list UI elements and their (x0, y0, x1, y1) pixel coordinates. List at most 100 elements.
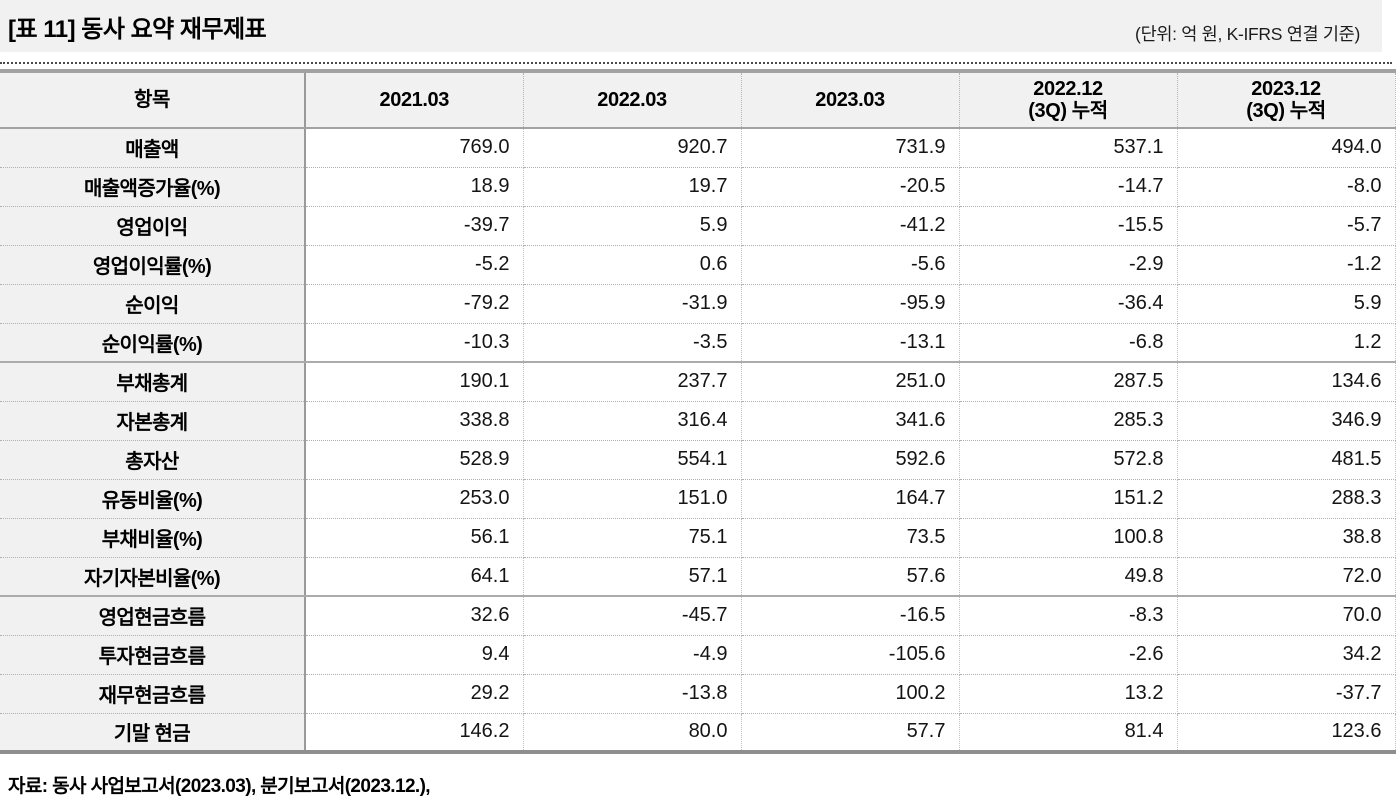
value-cell: 316.4 (523, 401, 742, 441)
column-header-period: 2023.12 (3Q) 누적 (1177, 71, 1396, 129)
table-row: 기말 현금 146.2 80.0 57.7 81.4 123.6 (0, 713, 1396, 752)
row-label-cell: 매출액증가율(%) (0, 167, 306, 207)
value-cell: 100.2 (741, 674, 960, 714)
column-header-period: 2021.03 (305, 71, 524, 129)
financial-summary-table: 항목 2021.03 2022.03 2023.03 2022.12 (3Q) 누적 20… (0, 69, 1396, 754)
table-row: 영업현금흐름 32.6 -45.7 -16.5 -8.3 70.0 (0, 596, 1396, 636)
value-cell: 5.9 (523, 206, 742, 246)
value-cell: -79.2 (305, 284, 524, 324)
value-cell: 237.7 (523, 362, 742, 402)
table-row: 총자산 528.9 554.1 592.6 572.8 481.5 (0, 440, 1396, 480)
value-cell: -36.4 (959, 284, 1178, 324)
row-label-cell: 부채총계 (0, 362, 306, 402)
value-cell: 494.0 (1177, 128, 1396, 168)
value-cell: 5.9 (1177, 284, 1396, 324)
column-header-period: 2022.12 (3Q) 누적 (959, 71, 1178, 129)
value-cell: 146.2 (305, 713, 524, 752)
value-cell: 528.9 (305, 440, 524, 480)
table-row: 유동비율(%) 253.0 151.0 164.7 151.2 288.3 (0, 479, 1396, 519)
value-cell: 592.6 (741, 440, 960, 480)
row-label-cell: 자기자본비율(%) (0, 557, 306, 597)
value-cell: 56.1 (305, 518, 524, 558)
value-cell: 134.6 (1177, 362, 1396, 402)
dotted-divider (0, 62, 1392, 64)
value-cell: 9.4 (305, 635, 524, 675)
row-label-cell: 부채비율(%) (0, 518, 306, 558)
value-cell: 81.4 (959, 713, 1178, 752)
table-row: 자본총계 338.8 316.4 341.6 285.3 346.9 (0, 401, 1396, 441)
value-cell: -6.8 (959, 323, 1178, 363)
value-cell: 338.8 (305, 401, 524, 441)
value-cell: -95.9 (741, 284, 960, 324)
value-cell: 100.8 (959, 518, 1178, 558)
table-row: 매출액 769.0 920.7 731.9 537.1 494.0 (0, 128, 1396, 168)
value-cell: 32.6 (305, 596, 524, 636)
column-header-period: 2023.03 (741, 71, 960, 129)
value-cell: -45.7 (523, 596, 742, 636)
value-cell: -5.7 (1177, 206, 1396, 246)
value-cell: 341.6 (741, 401, 960, 441)
value-cell: 80.0 (523, 713, 742, 752)
table-row: 영업이익률(%) -5.2 0.6 -5.6 -2.9 -1.2 (0, 245, 1396, 285)
table-row: 자기자본비율(%) 64.1 57.1 57.6 49.8 72.0 (0, 557, 1396, 597)
value-cell: -8.0 (1177, 167, 1396, 207)
row-label-cell: 영업현금흐름 (0, 596, 306, 636)
value-cell: 151.2 (959, 479, 1178, 519)
value-cell: 285.3 (959, 401, 1178, 441)
value-cell: -37.7 (1177, 674, 1396, 714)
table-row: 재무현금흐름 29.2 -13.8 100.2 13.2 -37.7 (0, 674, 1396, 714)
value-cell: 64.1 (305, 557, 524, 597)
value-cell: 190.1 (305, 362, 524, 402)
row-label-cell: 순이익 (0, 284, 306, 324)
value-cell: 572.8 (959, 440, 1178, 480)
value-cell: 34.2 (1177, 635, 1396, 675)
value-cell: 920.7 (523, 128, 742, 168)
value-cell: -2.9 (959, 245, 1178, 285)
value-cell: -13.1 (741, 323, 960, 363)
value-cell: 251.0 (741, 362, 960, 402)
value-cell: -5.2 (305, 245, 524, 285)
value-cell: -41.2 (741, 206, 960, 246)
table-body: 매출액 769.0 920.7 731.9 537.1 494.0 매출액증가율(%) 18.… (0, 128, 1396, 752)
row-label-cell: 투자현금흐름 (0, 635, 306, 675)
value-cell: -14.7 (959, 167, 1178, 207)
row-label-cell: 매출액 (0, 128, 306, 168)
row-label-cell: 기말 현금 (0, 713, 306, 752)
value-cell: 481.5 (1177, 440, 1396, 480)
value-cell: 29.2 (305, 674, 524, 714)
value-cell: 731.9 (741, 128, 960, 168)
row-label-cell: 총자산 (0, 440, 306, 480)
value-cell: 0.6 (523, 245, 742, 285)
value-cell: 72.0 (1177, 557, 1396, 597)
value-cell: -3.5 (523, 323, 742, 363)
header-row: 항목 2021.03 2022.03 2023.03 2022.12 (3Q) 누적 20… (0, 71, 1396, 129)
value-cell: -2.6 (959, 635, 1178, 675)
value-cell: 164.7 (741, 479, 960, 519)
value-cell: -4.9 (523, 635, 742, 675)
row-label-cell: 재무현금흐름 (0, 674, 306, 714)
value-cell: -16.5 (741, 596, 960, 636)
value-cell: -1.2 (1177, 245, 1396, 285)
value-cell: 253.0 (305, 479, 524, 519)
value-cell: 75.1 (523, 518, 742, 558)
value-cell: -15.5 (959, 206, 1178, 246)
value-cell: 49.8 (959, 557, 1178, 597)
table-row: 부채총계 190.1 237.7 251.0 287.5 134.6 (0, 362, 1396, 402)
value-cell: 287.5 (959, 362, 1178, 402)
value-cell: -13.8 (523, 674, 742, 714)
value-cell: 38.8 (1177, 518, 1396, 558)
row-label-cell: 순이익률(%) (0, 323, 306, 363)
title-band: [표 11] 동사 요약 재무제표 (단위: 억 원, K-IFRS 연결 기준… (0, 0, 1382, 52)
table-row: 영업이익 -39.7 5.9 -41.2 -15.5 -5.7 (0, 206, 1396, 246)
value-cell: 57.1 (523, 557, 742, 597)
value-cell: -31.9 (523, 284, 742, 324)
value-cell: -8.3 (959, 596, 1178, 636)
financial-table-wrap: 항목 2021.03 2022.03 2023.03 2022.12 (3Q) 누적 20… (0, 69, 1396, 754)
row-label-cell: 영업이익 (0, 206, 306, 246)
value-cell: 18.9 (305, 167, 524, 207)
value-cell: 537.1 (959, 128, 1178, 168)
value-cell: 769.0 (305, 128, 524, 168)
table-row: 부채비율(%) 56.1 75.1 73.5 100.8 38.8 (0, 518, 1396, 558)
table-row: 순이익 -79.2 -31.9 -95.9 -36.4 5.9 (0, 284, 1396, 324)
